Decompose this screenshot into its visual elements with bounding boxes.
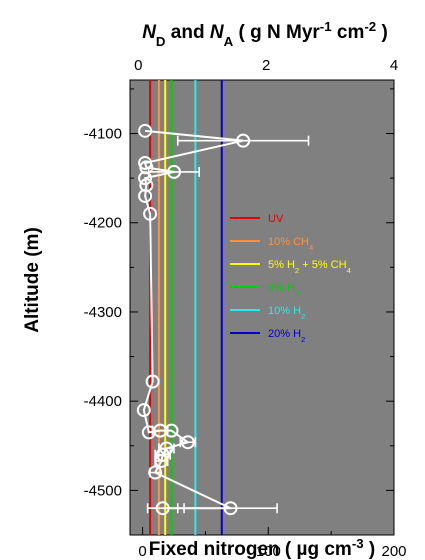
y-tick-label: -4200: [84, 215, 122, 232]
x-axis-title: Fixed nitrogen ( µg cm-3 ): [149, 536, 376, 560]
data-point: [180, 435, 195, 450]
legend-label: 10% H2: [268, 305, 305, 321]
legend-label: UV: [268, 213, 284, 225]
data-point: [138, 171, 153, 186]
data-point: [155, 501, 170, 516]
data-point: [164, 423, 179, 438]
data-point: [154, 453, 169, 468]
legend-label: 20% H2: [268, 328, 305, 344]
data-point: [148, 465, 163, 480]
data-series: [136, 123, 310, 516]
legend-label: 5% H2 + 5% CH4: [268, 259, 352, 275]
legend: UV 10% CH4 5% H2 + 5% CH4 0% H2 10% H2 20% H2: [230, 213, 352, 344]
y-axis-title: Altitude (m): [22, 227, 43, 333]
x-tick-label: 0: [138, 543, 146, 560]
y-tick-label: -4300: [84, 304, 122, 321]
data-point: [139, 178, 154, 193]
x-axis: 0 100 200: [138, 527, 407, 560]
data-point: [138, 188, 153, 203]
legend-label: 0% H2: [268, 282, 299, 298]
data-point: [145, 374, 160, 389]
data-point: [139, 160, 154, 175]
data-point: [236, 133, 251, 148]
series-line: [142, 129, 244, 510]
top-tick-label: 2: [262, 57, 270, 74]
y-axis: -4100 -4200 -4300 -4400 -4500: [84, 88, 394, 499]
x-tick-label: 200: [381, 543, 406, 560]
top-tick-label: 0: [134, 57, 142, 74]
data-point: [143, 206, 158, 221]
y-tick-label: -4100: [84, 126, 122, 143]
legend-label: 10% CH4: [268, 236, 314, 252]
y-tick-label: -4400: [84, 393, 122, 410]
x-tick-label: 100: [256, 543, 281, 560]
y-tick-label: -4500: [84, 482, 122, 499]
data-point: [155, 447, 170, 462]
plot-area: [129, 79, 395, 536]
data-point: [167, 164, 181, 179]
data-point: [223, 501, 238, 516]
top-axis-title: ND and NA ( g N Myr-1 cm-2 ): [142, 19, 388, 49]
top-tick-label: 4: [390, 57, 398, 74]
data-point: [138, 123, 153, 138]
data-point: [136, 403, 151, 418]
